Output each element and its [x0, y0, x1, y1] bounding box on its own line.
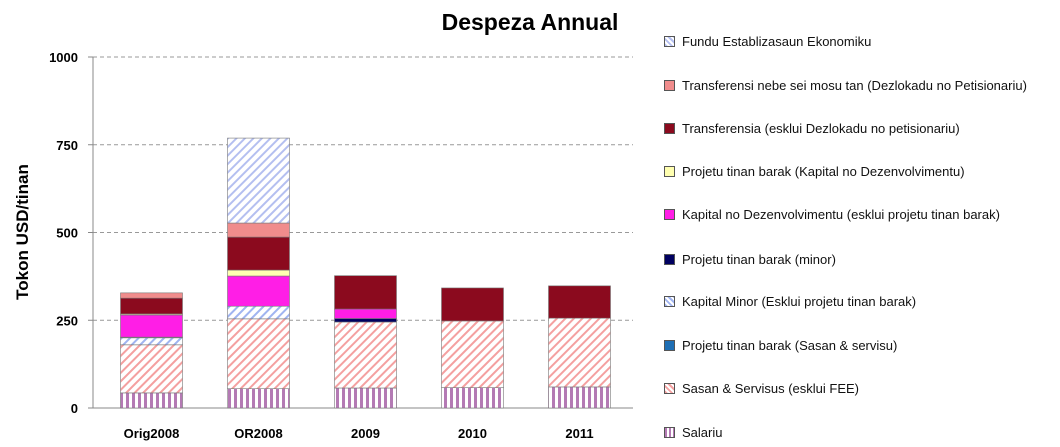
legend-swatch [664, 36, 675, 47]
x-tick-label: 2009 [351, 426, 380, 441]
legend-item: Transferensia (esklui Dezlokadu no petis… [664, 121, 1049, 137]
legend-item: Sasan & Servisus (esklui FEE) [664, 381, 1049, 397]
legend-label: Salariu [682, 425, 723, 440]
bar-segment [548, 317, 611, 388]
x-tick-label: OR2008 [234, 426, 282, 441]
legend-label: Kapital Minor (Esklui projetu tinan bara… [682, 294, 917, 309]
legend-label: Transferensia (esklui Dezlokadu no petis… [682, 121, 960, 136]
x-tick-label: 2010 [458, 426, 487, 441]
legend-swatch [664, 296, 675, 307]
bar-segment [227, 222, 290, 238]
legend-swatch [664, 427, 675, 438]
bar-segment [334, 318, 397, 323]
bar-segment [441, 387, 504, 409]
bar-segment [441, 320, 504, 388]
legend-swatch [664, 254, 675, 265]
bar-segment [334, 387, 397, 409]
x-tick-label: 2011 [565, 426, 593, 441]
y-axis-label: Tokon USD/tinan [13, 164, 32, 300]
bar-segment [120, 297, 183, 315]
legend-label: Projetu tinan barak (Sasan & servisu) [682, 338, 898, 353]
bar-segment [227, 318, 290, 389]
x-tick-label: Orig2008 [124, 426, 180, 441]
legend-swatch [664, 340, 675, 351]
legend-swatch [664, 123, 675, 134]
bar-segment [120, 392, 183, 409]
legend-item: Projetu tinan barak (Sasan & servisu) [664, 338, 1049, 354]
legend-label: Projetu tinan barak (minor) [682, 252, 836, 267]
legend-item: Kapital no Dezenvolvimentu (esklui proje… [664, 207, 1049, 223]
bar-segment [120, 337, 183, 346]
bar-segment [120, 314, 183, 338]
bar-segment [120, 292, 183, 299]
legend-swatch [664, 80, 675, 91]
legend-label: Transferensi nebe sei mosu tan (Dezlokad… [682, 78, 1027, 93]
bar-segment [227, 388, 290, 409]
bar-segment [227, 137, 290, 224]
legend-item: Projetu tinan barak (Kapital no Dezenvol… [664, 164, 1049, 180]
bar-segment [227, 275, 290, 307]
legend-item: Fundu Establizasaun Ekonomiku [664, 34, 1049, 50]
bar-segment [120, 344, 183, 394]
y-tick-label: 750 [56, 138, 78, 153]
legend-item: Transferensi nebe sei mosu tan (Dezlokad… [664, 78, 1049, 94]
legend-label: Sasan & Servisus (esklui FEE) [682, 381, 860, 396]
bar-segment [227, 269, 290, 277]
legend-item: Kapital Minor (Esklui projetu tinan bara… [664, 294, 1049, 310]
bar-segment [227, 236, 290, 271]
legend-item: Projetu tinan barak (minor) [664, 252, 1049, 268]
legend-label: Kapital no Dezenvolvimentu (esklui proje… [682, 207, 1000, 222]
bar-segment [334, 308, 397, 319]
chart-title: Despeza Annual [442, 9, 619, 35]
bar-segment [334, 275, 397, 310]
legend-item: Salariu [664, 425, 1049, 441]
y-tick-label: 1000 [49, 50, 78, 65]
legend-swatch [664, 383, 675, 394]
bar-segment [227, 305, 290, 320]
bar-segment [548, 285, 611, 319]
y-tick-label: 0 [71, 401, 78, 416]
bar-segment [548, 386, 611, 409]
legend-swatch [664, 166, 675, 177]
bar-segment [334, 321, 397, 389]
y-tick-label: 500 [56, 226, 78, 241]
legend-swatch [664, 209, 675, 220]
legend-label: Fundu Establizasaun Ekonomiku [682, 34, 872, 49]
y-tick-label: 250 [56, 313, 78, 328]
bar-segment [441, 287, 504, 322]
legend-label: Projetu tinan barak (Kapital no Dezenvol… [682, 164, 965, 179]
